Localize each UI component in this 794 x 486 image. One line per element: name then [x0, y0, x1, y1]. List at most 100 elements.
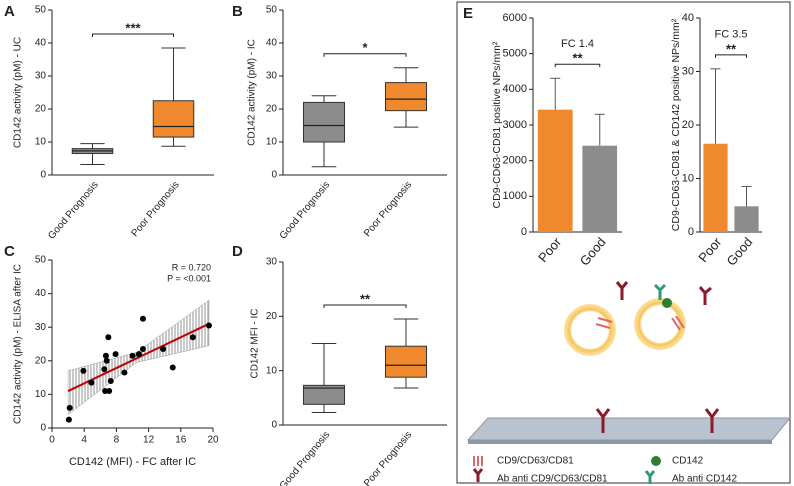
box: [385, 82, 427, 112]
significance: **: [726, 41, 737, 56]
legend-text: Ab anti CD9/CD63/CD81: [497, 474, 608, 485]
y-tick-label: 30: [35, 71, 47, 82]
point: [121, 369, 128, 376]
y-tick-label: 40: [682, 12, 694, 24]
x-axis-label: CD142 (MFI) - FC after IC: [69, 456, 196, 468]
point: [105, 334, 112, 341]
y-tick-label: 30: [266, 71, 278, 82]
y-tick-label: 20: [266, 104, 278, 115]
x-tick-label: 8: [114, 435, 120, 446]
point: [205, 322, 212, 329]
x-tick-label: Poor Prognosis: [362, 180, 414, 239]
y-tick-label: 30: [266, 257, 278, 268]
x-tick-label: Poor Prognosis: [129, 180, 181, 239]
y-tick-label: 10: [35, 389, 47, 400]
y-tick-label: 20: [266, 311, 278, 322]
y-tick-label: 20: [682, 119, 694, 131]
y-tick-label: 50: [35, 255, 47, 266]
y-tick-label: 5000: [503, 48, 527, 60]
x-tick-label: Poor: [695, 234, 725, 265]
significance-bracket: [323, 53, 407, 57]
y-tick-label: 10: [35, 137, 47, 148]
x-tick-label: Good Prognosis: [278, 430, 333, 486]
y-axis-label: CD9-CD63-CD81 & CD142 positive NPs/mm²: [670, 18, 682, 231]
y-tick-label: 0: [271, 170, 277, 181]
point: [88, 379, 95, 386]
box: [152, 100, 195, 138]
point: [107, 377, 114, 384]
panel-letter: A: [4, 3, 15, 20]
y-tick-label: 20: [35, 104, 47, 115]
y-tick-label: 40: [266, 38, 278, 49]
y-axis-label: CD9-CD63-CD81 positive NPs/mm²: [491, 41, 503, 208]
point: [169, 364, 176, 371]
y-tick-label: 0: [40, 423, 46, 434]
y-tick-label: 10: [266, 137, 278, 148]
panel-frame: [456, 1, 791, 484]
point: [66, 404, 73, 411]
y-axis-label: CD142 activity (pM) - ELISA after IC: [13, 264, 24, 424]
y-tick-label: 6000: [503, 12, 527, 24]
significance: ***: [125, 20, 141, 35]
y-axis-label: CD142 activity (pM) - IC: [247, 39, 258, 146]
y-tick-label: 0: [40, 170, 46, 181]
significance-bracket: [92, 33, 174, 37]
point: [139, 315, 146, 322]
box: [303, 101, 345, 143]
point: [160, 346, 167, 353]
x-tick-label: Poor: [535, 234, 565, 265]
point: [129, 352, 136, 359]
x-tick-label: Poor Prognosis: [362, 430, 414, 486]
legend-text: CD142: [672, 456, 704, 467]
y-tick-label: 20: [35, 355, 47, 366]
x-tick-label: 0: [49, 435, 55, 446]
y-tick-label: 1000: [503, 190, 527, 202]
bar: [537, 109, 573, 232]
bar: [582, 145, 618, 232]
y-tick-label: 30: [35, 322, 47, 333]
fold-change: FC 1.4: [561, 38, 594, 50]
y-tick-label: 4000: [503, 83, 527, 95]
panel-letter: D: [232, 243, 243, 260]
legend-text: CD9/CD63/CD81: [497, 456, 574, 467]
panel-letter: C: [4, 243, 15, 260]
significance: **: [360, 291, 371, 306]
x-tick-label: Good Prognosis: [46, 180, 101, 242]
y-tick-label: 2000: [503, 155, 527, 167]
box: [385, 345, 427, 378]
x-tick-label: Good Prognosis: [278, 180, 333, 242]
bar: [703, 143, 728, 232]
annotation: P = <0.001: [167, 273, 211, 283]
point: [65, 416, 72, 423]
y-tick-label: 50: [266, 5, 278, 16]
panel-letter: E: [463, 5, 473, 22]
y-tick-label: 0: [521, 226, 527, 238]
schematic: CD9/CD63/CD81 CD142 Ab anti CD9/CD63/CD8…: [466, 281, 792, 485]
y-tick-label: 10: [682, 172, 694, 184]
point: [106, 388, 113, 395]
x-tick-label: Good: [723, 234, 755, 268]
y-tick-label: 40: [35, 38, 47, 49]
y-axis-label: CD142 activity (pM) - UC: [13, 37, 24, 148]
point: [139, 346, 146, 353]
y-tick-label: 0: [688, 226, 694, 238]
y-tick-label: 10: [266, 365, 278, 376]
y-tick-label: 30: [682, 65, 694, 77]
x-tick-label: 4: [81, 435, 87, 446]
point: [80, 367, 87, 374]
significance: *: [362, 40, 368, 55]
fold-change: FC 3.5: [714, 29, 747, 41]
significance: **: [572, 51, 583, 66]
x-tick-label: 16: [175, 435, 187, 446]
point: [135, 351, 142, 358]
significance-bracket: [554, 63, 601, 68]
y-tick-label: 40: [35, 288, 47, 299]
significance-bracket: [715, 54, 747, 58]
bar: [734, 206, 759, 232]
y-tick-label: 0: [271, 420, 277, 431]
point: [103, 357, 110, 364]
x-tick-label: 12: [143, 435, 155, 446]
significance-bracket: [323, 304, 407, 309]
point: [101, 366, 108, 373]
